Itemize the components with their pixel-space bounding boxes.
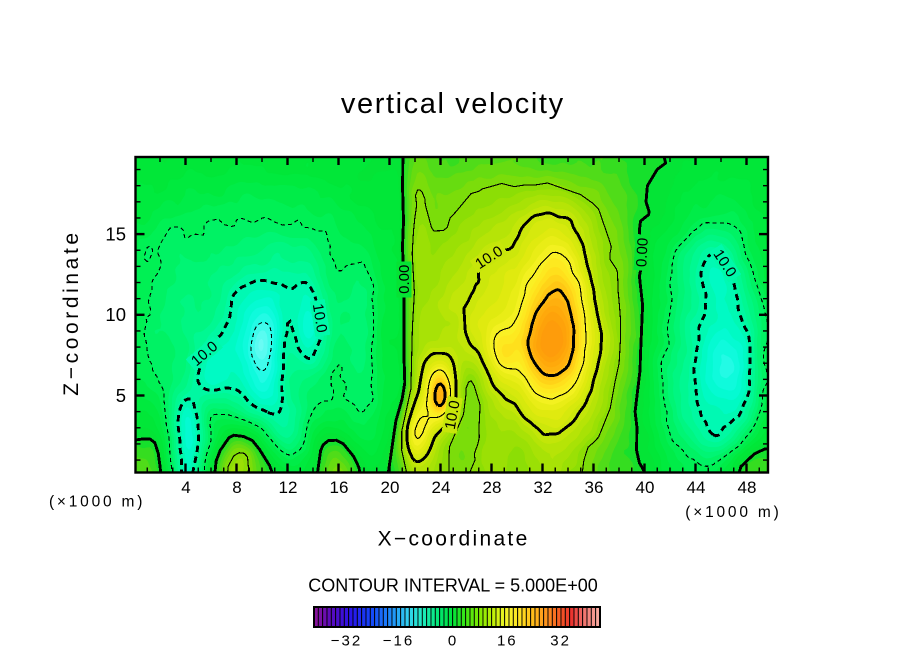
svg-text:28: 28 xyxy=(483,478,502,497)
svg-text:vertical velocity: vertical velocity xyxy=(341,88,565,120)
svg-text:32: 32 xyxy=(534,478,553,497)
svg-text:X−coordinate: X−coordinate xyxy=(378,528,530,551)
svg-text:16: 16 xyxy=(330,478,349,497)
svg-text:24: 24 xyxy=(432,478,451,497)
svg-text:5: 5 xyxy=(116,385,126,406)
svg-text:32: 32 xyxy=(550,633,571,650)
svg-text:4: 4 xyxy=(181,478,190,497)
svg-text:20: 20 xyxy=(381,478,400,497)
svg-text:15: 15 xyxy=(105,224,126,245)
svg-text:10.0: 10.0 xyxy=(442,399,464,431)
svg-text:0: 0 xyxy=(448,633,456,650)
svg-text:12: 12 xyxy=(279,478,298,497)
svg-text:CONTOUR INTERVAL = 5.000E+00: CONTOUR INTERVAL = 5.000E+00 xyxy=(308,576,597,596)
svg-text:−32: −32 xyxy=(331,633,362,650)
svg-text:−16: −16 xyxy=(383,633,414,650)
svg-text:10: 10 xyxy=(105,304,126,325)
svg-text:8: 8 xyxy=(232,478,241,497)
svg-text:48: 48 xyxy=(738,478,757,497)
svg-text:44: 44 xyxy=(687,478,706,497)
svg-text:36: 36 xyxy=(585,478,604,497)
svg-text:0.00: 0.00 xyxy=(633,237,652,267)
svg-text:40: 40 xyxy=(636,478,655,497)
svg-text:0.00: 0.00 xyxy=(396,265,413,294)
svg-text:10.0: 10.0 xyxy=(309,302,330,334)
svg-text:Z−coordinate: Z−coordinate xyxy=(60,229,83,395)
svg-text:16: 16 xyxy=(497,633,518,650)
svg-text:(×1000 m): (×1000 m) xyxy=(49,494,145,511)
svg-text:(×1000 m): (×1000 m) xyxy=(685,504,781,521)
